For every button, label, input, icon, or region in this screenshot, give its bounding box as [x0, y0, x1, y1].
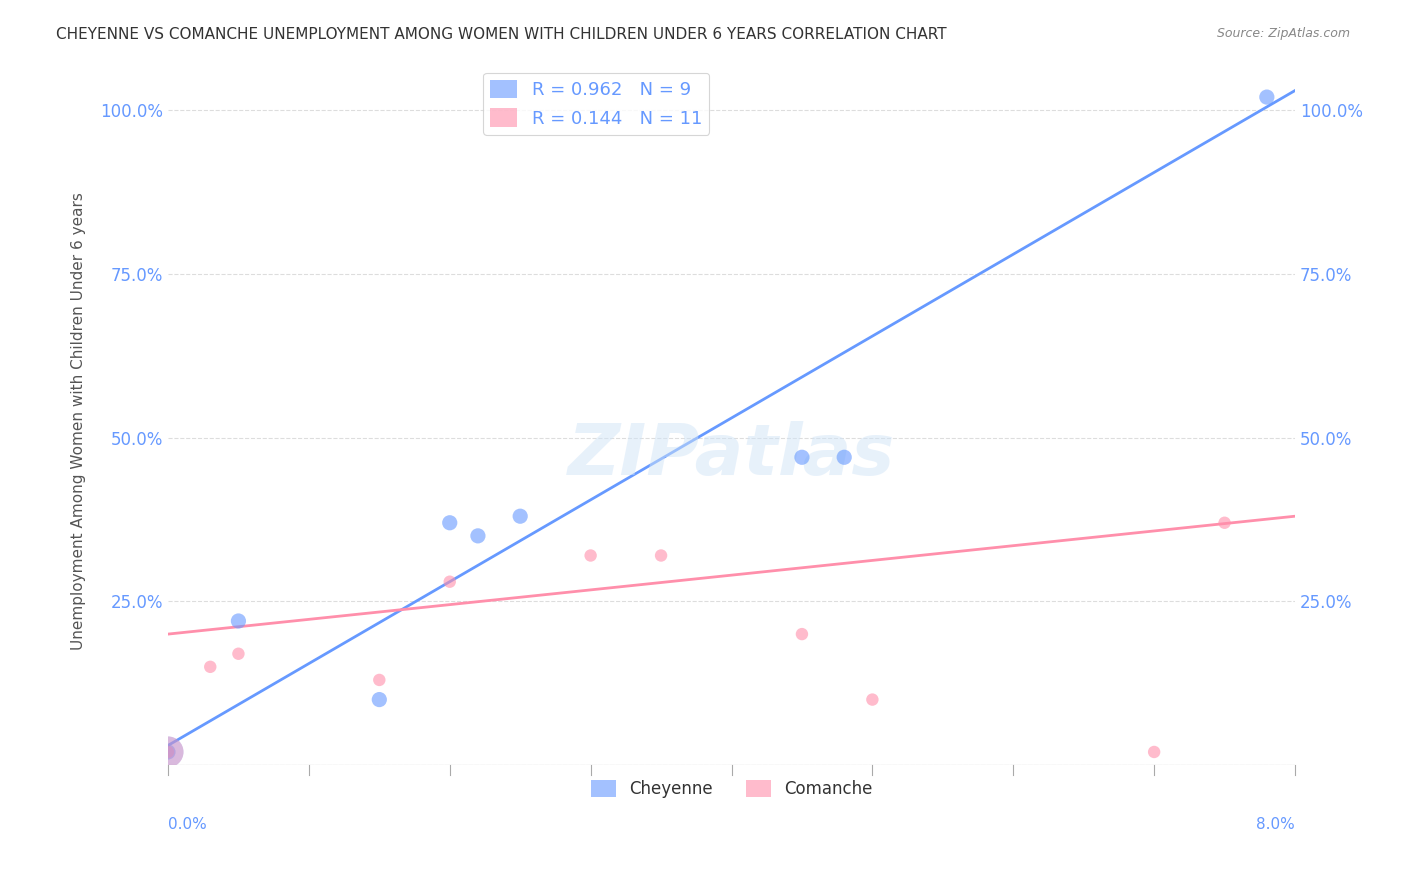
Point: [509, 509, 531, 524]
Point: [1213, 516, 1236, 530]
Point: [650, 549, 672, 563]
Point: [439, 516, 461, 530]
Text: ZIPatlas: ZIPatlas: [568, 421, 896, 490]
Point: [368, 673, 391, 687]
Point: [790, 450, 813, 465]
Point: [156, 745, 179, 759]
Y-axis label: Unemployment Among Women with Children Under 6 years: Unemployment Among Women with Children U…: [72, 193, 86, 650]
Point: [228, 614, 250, 628]
Legend: Cheyenne, Comanche: Cheyenne, Comanche: [583, 773, 879, 805]
Point: [790, 627, 813, 641]
Point: [200, 660, 222, 674]
Point: [228, 647, 250, 661]
Point: [1143, 745, 1166, 759]
Point: [156, 745, 179, 759]
Point: [1256, 90, 1278, 104]
Point: [579, 549, 602, 563]
Text: CHEYENNE VS COMANCHE UNEMPLOYMENT AMONG WOMEN WITH CHILDREN UNDER 6 YEARS CORREL: CHEYENNE VS COMANCHE UNEMPLOYMENT AMONG …: [56, 27, 946, 42]
Text: Source: ZipAtlas.com: Source: ZipAtlas.com: [1216, 27, 1350, 40]
Point: [156, 745, 179, 759]
Point: [860, 692, 883, 706]
Text: 8.0%: 8.0%: [1257, 817, 1295, 832]
Point: [368, 692, 391, 706]
Point: [832, 450, 855, 465]
Text: 0.0%: 0.0%: [167, 817, 207, 832]
Point: [156, 745, 179, 759]
Point: [439, 574, 461, 589]
Point: [467, 529, 489, 543]
